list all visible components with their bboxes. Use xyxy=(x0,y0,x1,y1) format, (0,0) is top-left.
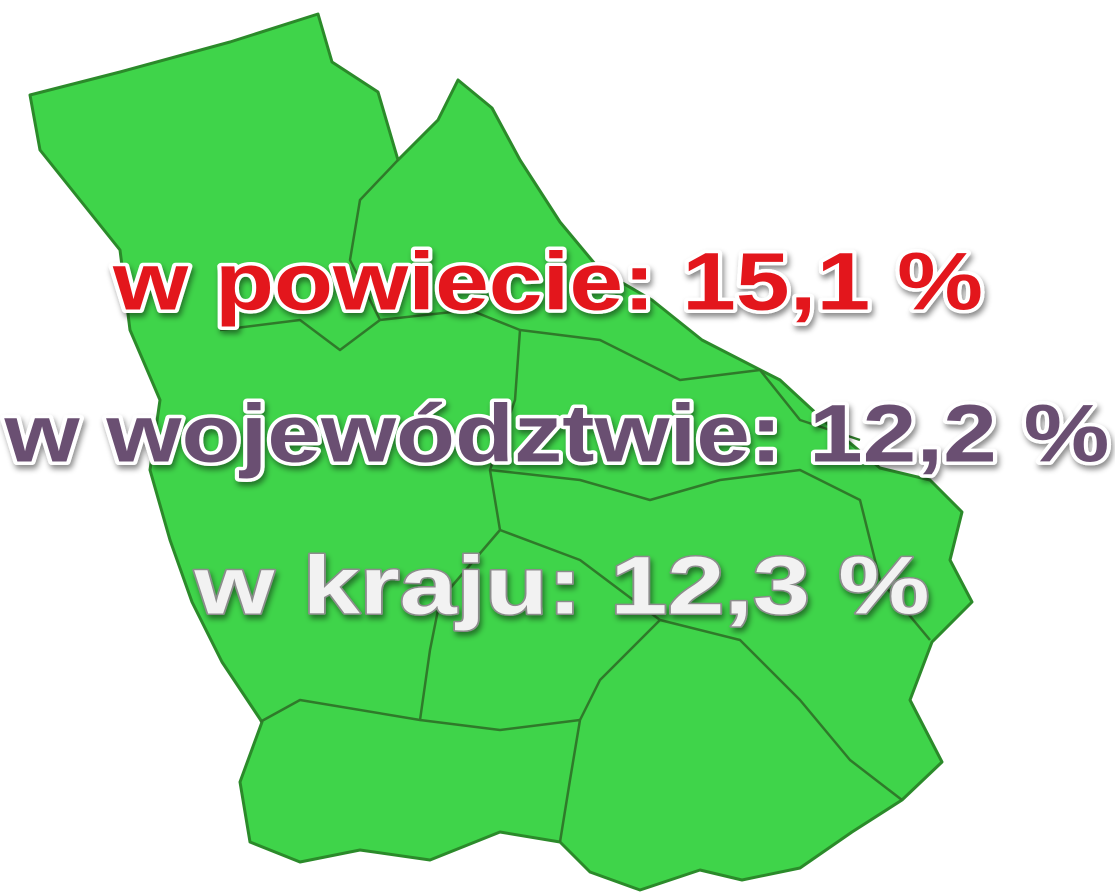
district-border xyxy=(259,329,522,724)
county-rate: w powiecie: 15,1 % xyxy=(112,237,983,328)
voivodeship-rate: w województwie: 12,2 % xyxy=(3,389,1109,480)
district-border xyxy=(519,328,861,442)
region-shape xyxy=(28,12,974,892)
district-border xyxy=(219,308,521,352)
country-rate: w kraju: 12,3 % xyxy=(193,541,929,632)
region-map xyxy=(28,12,974,892)
district-border xyxy=(489,468,931,641)
district-border xyxy=(419,718,581,732)
district-border xyxy=(348,159,399,321)
district-border xyxy=(499,528,903,801)
